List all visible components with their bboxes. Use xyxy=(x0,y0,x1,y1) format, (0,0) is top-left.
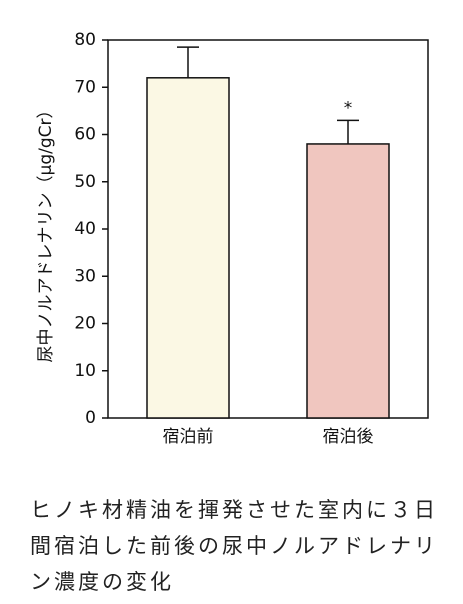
error-bar xyxy=(337,119,359,144)
y-tick-label: 60 xyxy=(74,125,96,145)
y-tick-label: 80 xyxy=(74,30,96,50)
bar xyxy=(306,143,390,419)
y-axis-label: 尿中ノルアドレナリン（μg/gCr） xyxy=(36,102,56,363)
error-bar xyxy=(177,46,199,78)
y-tick-label: 40 xyxy=(74,219,96,239)
chart: 尿中ノルアドレナリン（μg/gCr） 0 10 20 30 40 50 60 70 80 宿泊前 宿… xyxy=(36,30,429,447)
y-tick-label: 20 xyxy=(74,314,96,334)
caption: ヒノキ材精油を揮発させた室内に３日間宿泊した前後の尿中ノルアドレナリン濃度の変化 xyxy=(30,498,438,594)
x-tick-label: 宿泊前 xyxy=(163,427,214,447)
annotation: * xyxy=(344,98,353,118)
bar xyxy=(146,77,230,419)
y-tick-label: 50 xyxy=(74,172,96,192)
y-tick-label: 30 xyxy=(74,266,96,286)
y-tick-label: 10 xyxy=(74,361,96,381)
y-tick-label: 0 xyxy=(85,408,96,428)
y-tick-label: 70 xyxy=(74,77,96,97)
x-tick-label: 宿泊後 xyxy=(323,427,374,447)
